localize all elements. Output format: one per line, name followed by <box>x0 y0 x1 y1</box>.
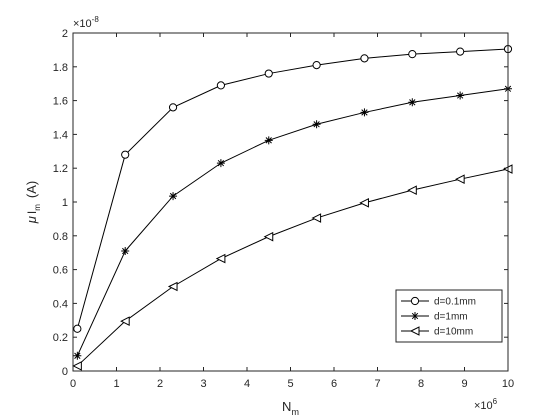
series-line <box>76 88 509 356</box>
y-exponent-label: ×10-8 <box>73 15 99 30</box>
series-1 <box>73 44 513 333</box>
legend-entry: d=10mm <box>401 326 473 338</box>
data-point-triangle-left <box>167 281 178 292</box>
x-tick-label: 4 <box>244 378 250 390</box>
data-point-circle <box>168 103 178 112</box>
x-exponent-label: ×106 <box>474 397 498 412</box>
data-point-triangle-left <box>407 185 417 195</box>
y-tick-label: 0.6 <box>53 265 68 277</box>
svg-text:μIm(A): μIm(A) <box>24 181 42 224</box>
data-point-star <box>408 98 417 107</box>
legend-label: d=10mm <box>434 327 473 338</box>
data-point-star <box>312 120 321 129</box>
legend-marker <box>410 296 420 306</box>
data-point-triangle-left <box>455 174 465 184</box>
series-line <box>77 168 509 367</box>
plot-area-frame <box>72 32 509 372</box>
data-point-circle <box>216 81 225 90</box>
x-tick-label: 6 <box>331 378 337 390</box>
y-tick-label: 1.8 <box>53 62 68 74</box>
y-tick-label: 1.2 <box>53 163 68 175</box>
x-axis-label: Nm <box>282 399 299 417</box>
y-tick-label: 0.2 <box>53 332 68 344</box>
x-tick-label: 0 <box>70 378 76 390</box>
data-point-star <box>169 192 178 201</box>
data-point-circle <box>73 324 82 333</box>
data-point-star <box>456 91 465 100</box>
y-tick-label: 0.8 <box>53 231 68 243</box>
legend-marker <box>409 326 420 336</box>
data-point-circle <box>312 61 321 70</box>
x-tick-label: 9 <box>461 378 467 390</box>
y-tick-label: 0.4 <box>53 298 68 310</box>
legend-entry: d=0.1mm <box>401 297 476 308</box>
legend-marker <box>411 312 419 320</box>
x-tick-label: 3 <box>200 378 206 390</box>
legend: d=0.1mm d=1mm d=10mm <box>395 289 503 343</box>
y-tick-label: 2 <box>62 28 68 40</box>
x-tick-label: 5 <box>287 378 293 390</box>
y-tick-label: 1 <box>62 197 68 209</box>
legend-label: d=0.1mm <box>434 297 476 308</box>
data-point-star <box>216 159 225 168</box>
data-point-triangle-left <box>72 361 82 371</box>
x-tick-label: 8 <box>418 378 424 390</box>
data-point-triangle-left <box>120 316 130 326</box>
data-point-circle <box>121 150 130 159</box>
y-axis-label: μIm(A) <box>24 181 42 224</box>
data-point-triangle-left <box>215 253 226 264</box>
series-line <box>76 48 509 329</box>
data-point-star <box>73 351 82 360</box>
data-point-star <box>360 108 369 117</box>
data-point-star <box>264 136 273 145</box>
data-point-circle <box>360 54 369 63</box>
data-point-triangle-left <box>263 231 274 242</box>
data-point-triangle-left <box>311 213 322 223</box>
y-tick-label: 0 <box>62 366 68 378</box>
data-point-circle <box>456 47 465 56</box>
y-tick-label: 1.6 <box>53 96 68 108</box>
x-tick-label: 1 <box>113 378 119 390</box>
legend-entry: d=1mm <box>401 312 468 323</box>
legend-label: d=1mm <box>434 312 468 323</box>
data-point-triangle-left <box>359 198 369 208</box>
data-point-circle <box>264 69 273 78</box>
x-tick-label: 2 <box>157 378 163 390</box>
data-point-star <box>121 247 130 256</box>
y-tick-label: 1.4 <box>53 129 68 141</box>
x-tick-label: 10 <box>502 378 514 390</box>
data-point-circle <box>408 50 417 59</box>
x-tick-label: 7 <box>374 378 380 390</box>
series-3 <box>72 164 513 371</box>
